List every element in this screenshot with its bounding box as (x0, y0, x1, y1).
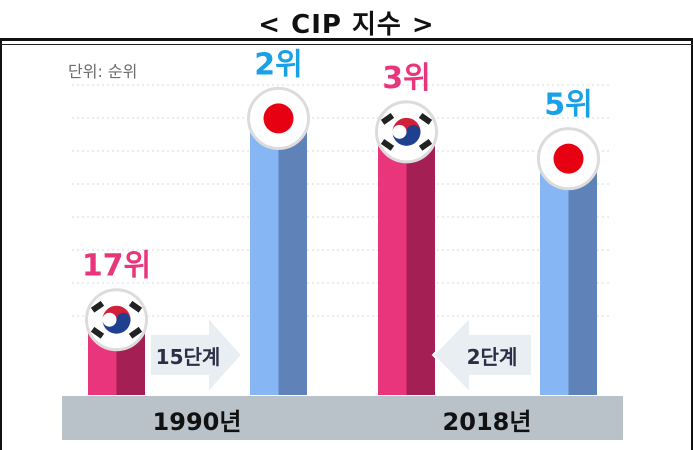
step-label: 2단계 (467, 345, 518, 369)
hinomaru (263, 103, 294, 134)
trigram-0 (90, 300, 105, 313)
trigram-2 (380, 138, 395, 151)
trigram-0 (380, 112, 395, 125)
taeguk-blue (102, 312, 131, 334)
hinomaru (553, 143, 584, 174)
category-label: 1990년 (153, 408, 242, 436)
bar-side-1-0 (278, 118, 307, 395)
unit-label: 단위: 순위 (68, 62, 138, 81)
rank-label: 5위 (544, 88, 592, 123)
rank-label: 17위 (82, 249, 151, 284)
chart-frame (0, 38, 693, 450)
trigram-3 (418, 138, 433, 151)
bar-front-1-1 (540, 158, 569, 395)
bar-front-1-0 (250, 118, 279, 395)
frame-divider (0, 44, 693, 45)
step-label: 15단계 (156, 345, 221, 369)
taeguk-blue (392, 124, 421, 146)
trigram-2 (90, 326, 105, 339)
bar-side-0-1 (406, 131, 435, 395)
category-label: 2018년 (443, 408, 532, 436)
chart-title: < CIP 지수 > (258, 10, 435, 40)
step-arrow-0 (149, 314, 244, 396)
rank-label: 3위 (382, 61, 430, 96)
step-arrow-1 (431, 314, 533, 396)
trigram-3 (128, 326, 143, 339)
bar-front-0-1 (378, 131, 407, 395)
bar-side-1-1 (568, 158, 597, 395)
rank-label: 2위 (254, 47, 302, 82)
trigram-1 (418, 112, 433, 125)
trigram-1 (128, 300, 143, 313)
baseline-band (62, 396, 623, 440)
